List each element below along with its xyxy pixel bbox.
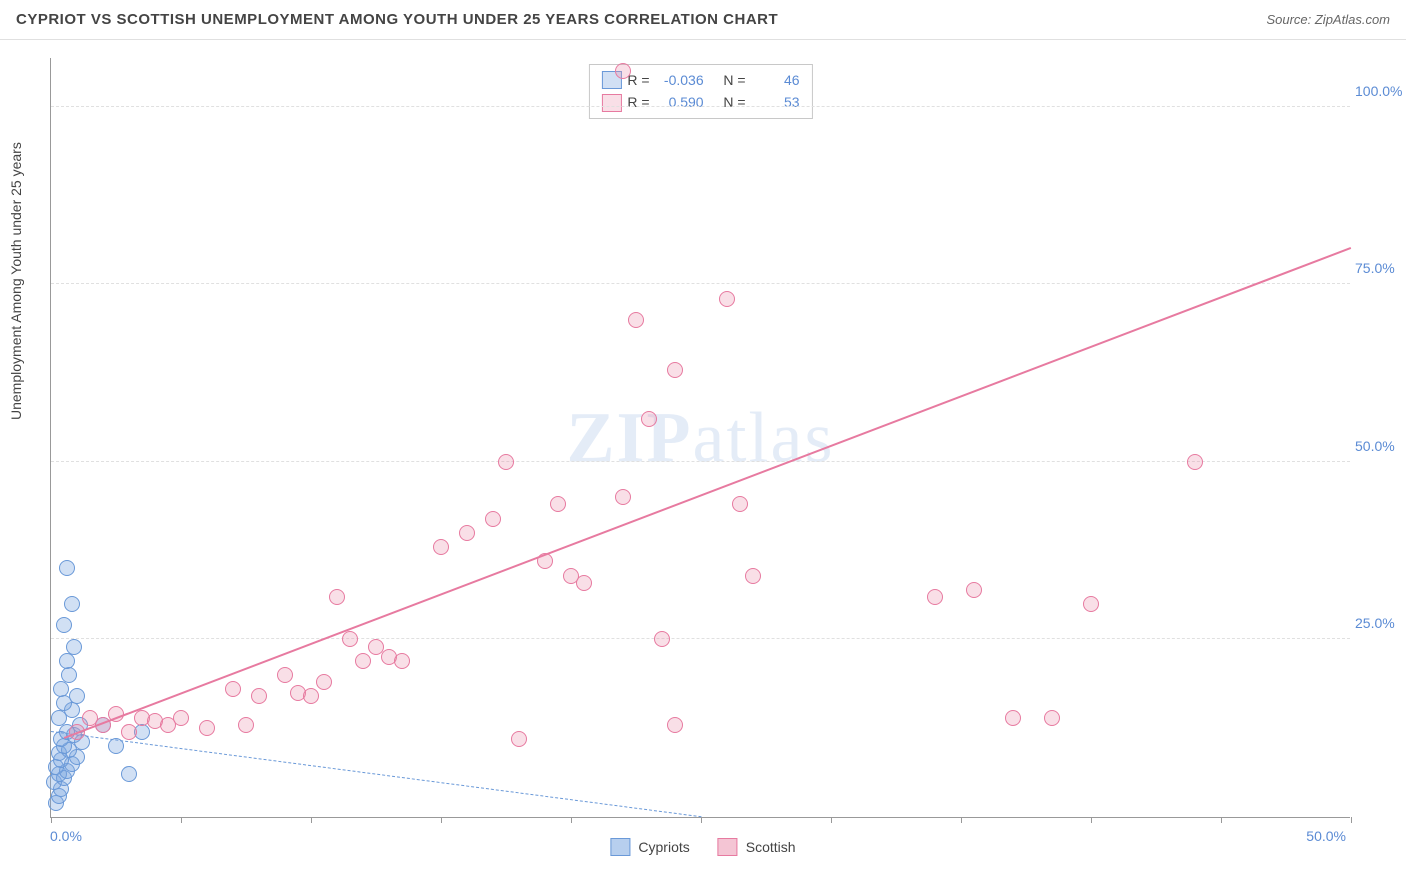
stats-legend-row: R =-0.036 N =46 (601, 69, 799, 91)
stats-legend-row: R = 0.590 N = 53 (601, 91, 799, 113)
scatter-point (1083, 596, 1099, 612)
scatter-point (199, 720, 215, 736)
scatter-point (316, 674, 332, 690)
legend-label: Scottish (746, 839, 796, 855)
scatter-point (394, 653, 410, 669)
scatter-point (59, 653, 75, 669)
scatter-point (1005, 710, 1021, 726)
watermark-light: atlas (693, 397, 835, 477)
watermark: ZIPatlas (567, 396, 835, 479)
legend-item: Cypriots (610, 838, 689, 856)
scatter-point (576, 575, 592, 591)
x-tick (181, 817, 182, 823)
scatter-point (64, 596, 80, 612)
n-label: N = (723, 91, 745, 113)
x-tick (701, 817, 702, 823)
gridline-h (51, 638, 1350, 639)
scatter-point (433, 539, 449, 555)
scatter-point (667, 362, 683, 378)
x-tick (51, 817, 52, 823)
r-value: -0.036 (656, 69, 704, 91)
scatter-point (927, 589, 943, 605)
gridline-h (51, 283, 1350, 284)
scatter-point (966, 582, 982, 598)
scatter-point (732, 496, 748, 512)
x-tick (831, 817, 832, 823)
scatter-point (485, 511, 501, 527)
scatter-point (66, 639, 82, 655)
scatter-point (251, 688, 267, 704)
title-bar: CYPRIOT VS SCOTTISH UNEMPLOYMENT AMONG Y… (0, 0, 1406, 40)
r-label: R = (627, 91, 649, 113)
scatter-point (121, 766, 137, 782)
x-tick (1091, 817, 1092, 823)
n-value: 53 (752, 91, 800, 113)
scatter-point (1187, 454, 1203, 470)
y-tick-label: 75.0% (1355, 260, 1406, 276)
scatter-point (121, 724, 137, 740)
scatter-point (238, 717, 254, 733)
legend-label: Cypriots (638, 839, 689, 855)
series-legend: Cypriots Scottish (610, 838, 795, 856)
scatter-point (53, 681, 69, 697)
scatter-point (641, 411, 657, 427)
n-label: N = (723, 69, 745, 91)
n-value: 46 (752, 69, 800, 91)
scatter-point (342, 631, 358, 647)
legend-swatch (718, 838, 738, 856)
x-axis-min-label: 0.0% (50, 828, 82, 844)
scatter-point (173, 710, 189, 726)
source-attribution: Source: ZipAtlas.com (1266, 12, 1390, 27)
r-value: 0.590 (656, 91, 704, 113)
gridline-h (51, 106, 1350, 107)
scatter-point (303, 688, 319, 704)
trendline (51, 731, 701, 817)
scatter-point (277, 667, 293, 683)
scatter-point (355, 653, 371, 669)
y-axis-label: Unemployment Among Youth under 25 years (8, 142, 24, 420)
x-tick (961, 817, 962, 823)
scatter-point (61, 667, 77, 683)
y-tick-label: 50.0% (1355, 438, 1406, 454)
scatter-point (550, 496, 566, 512)
scatter-point (69, 688, 85, 704)
legend-swatch (610, 838, 630, 856)
gridline-h (51, 461, 1350, 462)
scatter-point (745, 568, 761, 584)
scatter-point (667, 717, 683, 733)
y-tick-label: 25.0% (1355, 615, 1406, 631)
scatter-point (615, 63, 631, 79)
legend-swatch (601, 94, 621, 112)
x-tick (1221, 817, 1222, 823)
plot-area: ZIPatlas R =-0.036 N =46R =0.590 N =53 2… (50, 58, 1350, 818)
scatter-point (1044, 710, 1060, 726)
x-tick (571, 817, 572, 823)
x-tick (441, 817, 442, 823)
scatter-point (719, 291, 735, 307)
y-tick-label: 100.0% (1355, 83, 1406, 99)
scatter-point (459, 525, 475, 541)
x-tick (1351, 817, 1352, 823)
x-axis-max-label: 50.0% (1306, 828, 1346, 844)
scatter-point (615, 489, 631, 505)
scatter-point (56, 617, 72, 633)
scatter-point (225, 681, 241, 697)
scatter-point (654, 631, 670, 647)
scatter-point (59, 560, 75, 576)
scatter-point (329, 589, 345, 605)
watermark-bold: ZIP (567, 397, 693, 477)
legend-item: Scottish (718, 838, 796, 856)
scatter-point (511, 731, 527, 747)
trendline (64, 247, 1352, 739)
scatter-point (628, 312, 644, 328)
scatter-point (498, 454, 514, 470)
chart-title: CYPRIOT VS SCOTTISH UNEMPLOYMENT AMONG Y… (16, 11, 778, 28)
x-tick (311, 817, 312, 823)
